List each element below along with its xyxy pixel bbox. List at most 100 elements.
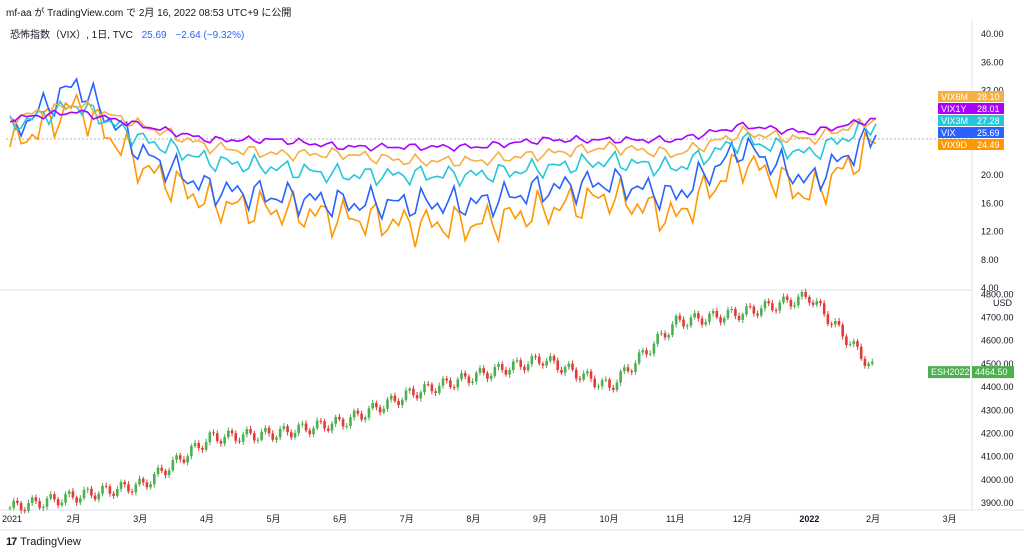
candle-body: [652, 343, 656, 354]
badge-value-vix: 25.69: [977, 128, 1000, 138]
candle-body: [767, 301, 770, 304]
candle-body: [441, 378, 445, 386]
time-axis-label: 3月: [133, 514, 147, 524]
candle-body: [611, 387, 615, 390]
candle-body: [304, 423, 308, 431]
candle-body: [8, 507, 12, 509]
time-axis-label: 9月: [533, 514, 547, 524]
candle-body: [352, 410, 356, 418]
candle-body: [252, 433, 256, 441]
symbol-legend[interactable]: 恐怖指数（VIX）, 1日, TVC 25.69 −2.64 (−9.32%): [10, 26, 244, 41]
candle-body: [586, 371, 589, 374]
candle-body: [552, 356, 556, 361]
es-axis-tick: 4100.00: [981, 452, 1014, 462]
tradingview-logo-icon: 17: [6, 536, 17, 548]
candle-body: [571, 363, 574, 370]
time-axis-label: 2月: [866, 514, 880, 524]
badge-value-vix6m: 28.10: [977, 92, 1000, 102]
candle-body: [556, 360, 560, 370]
badge-name-vix3m: VIX3M: [941, 116, 968, 126]
candle-body: [415, 395, 419, 399]
candle-body: [704, 321, 708, 325]
candle-body: [116, 488, 119, 496]
vix-axis-tick: 40.00: [981, 29, 1004, 39]
time-axis-label: 2022: [799, 514, 819, 524]
time-axis-label: 4月: [200, 514, 214, 524]
candle-body: [870, 361, 874, 364]
candle-body: [822, 303, 826, 315]
candle-body: [204, 442, 208, 450]
candle-body: [534, 356, 537, 358]
es-badge-value-bg: [972, 366, 1014, 379]
candle-body: [404, 390, 408, 400]
candle-body: [811, 302, 815, 305]
vix-axis-tick: 20.00: [981, 170, 1004, 180]
candle-body: [645, 350, 648, 355]
candle-body: [563, 367, 567, 373]
candle-body: [156, 467, 160, 475]
badge-label-vix9d: [938, 139, 974, 150]
candle-body: [434, 391, 437, 394]
candle-body: [323, 421, 326, 429]
candle-body: [852, 341, 856, 345]
vix-axis-tick: 8.00: [981, 255, 999, 265]
candle-body: [745, 306, 748, 315]
candle-body: [375, 403, 378, 408]
candle-body: [597, 386, 600, 388]
candle-body: [104, 485, 108, 487]
candle-body: [93, 495, 97, 500]
vix-axis-tick: 36.00: [981, 57, 1004, 67]
vix-axis-tick: 32.00: [981, 86, 1004, 96]
badge-name-vix9d: VIX9D: [941, 140, 968, 150]
candle-body: [711, 310, 715, 314]
candle-body: [249, 429, 252, 434]
footer-brand[interactable]: 17 TradingView: [6, 536, 81, 548]
badge-label-vix3m: [938, 115, 974, 126]
candle-body: [315, 420, 319, 429]
candle-body: [64, 494, 67, 503]
candle-body: [748, 306, 752, 308]
es-axis-tick: 4000.00: [981, 475, 1014, 485]
candle-body: [689, 317, 693, 326]
candle-body: [726, 309, 730, 319]
publish-caption: mf-aa が TradingView.com で 2月 16, 2022 08…: [6, 8, 292, 19]
candle-body: [504, 369, 508, 375]
candle-body: [245, 429, 249, 435]
series-line-vix1y: [9, 109, 877, 153]
candle-body: [212, 432, 215, 434]
candle-body: [75, 497, 78, 503]
candle-body: [397, 400, 400, 406]
candle-body: [38, 501, 41, 508]
candle-body: [619, 371, 622, 383]
candle-body: [445, 378, 449, 381]
candle-body: [12, 500, 16, 508]
candle-body: [867, 363, 870, 366]
badge-value-bg-vix: [974, 127, 1004, 138]
candle-body: [267, 427, 271, 434]
candle-body: [830, 324, 833, 326]
candle-body: [648, 353, 652, 355]
candle-body: [412, 388, 415, 396]
candle-body: [286, 426, 289, 433]
candle-body: [79, 498, 82, 503]
candle-body: [623, 367, 626, 372]
candle-body: [771, 303, 774, 311]
candle-body: [667, 335, 671, 338]
candle-body: [730, 309, 733, 311]
tradingview-brand-text: TradingView: [20, 536, 81, 548]
candle-body: [175, 455, 178, 460]
candle-body: [53, 494, 56, 500]
candle-body: [264, 427, 267, 432]
time-axis-label: 12月: [733, 514, 752, 524]
candle-body: [208, 432, 212, 443]
candle-body: [756, 313, 759, 316]
candle-body: [86, 488, 90, 490]
candle-body: [319, 420, 323, 422]
candle-body: [608, 379, 611, 388]
legend-change: −2.64 (−9.32%): [175, 30, 245, 41]
candle-body: [182, 459, 186, 463]
candle-body: [486, 373, 489, 379]
candle-body: [741, 314, 745, 320]
candle-body: [471, 381, 474, 383]
